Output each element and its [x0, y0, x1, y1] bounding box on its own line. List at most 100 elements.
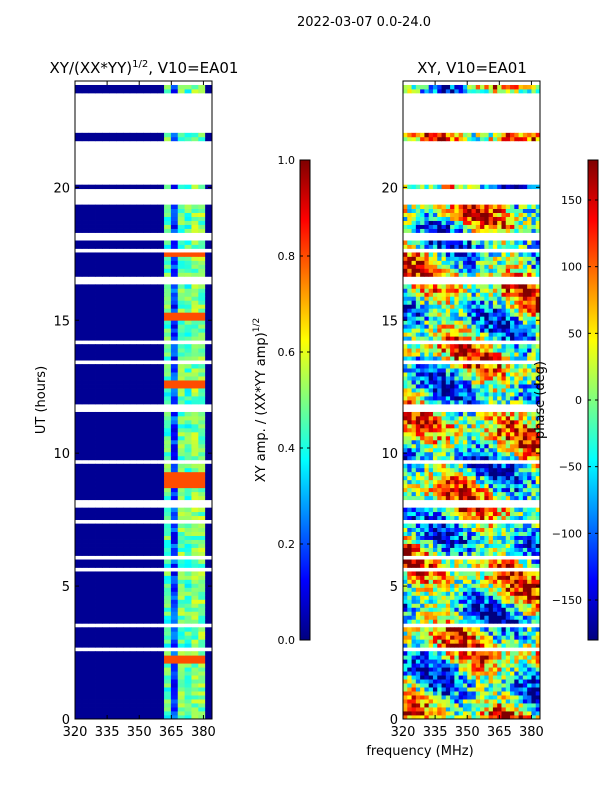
heatmap-cell	[116, 475, 124, 481]
heatmap-cell	[454, 691, 460, 696]
heatmap-cell	[471, 691, 477, 696]
heatmap-cell	[467, 451, 472, 457]
heatmap-cell	[205, 703, 212, 708]
heatmap-cell	[136, 256, 144, 261]
colorbar-tick-label: 0.2	[278, 538, 296, 551]
heatmap-cell	[535, 439, 540, 445]
heatmap-cell	[415, 372, 421, 377]
heatmap-cell	[150, 224, 158, 229]
colorbar-tick-label: 1.0	[278, 154, 296, 167]
heatmap-cell	[150, 551, 158, 556]
heatmap-cell	[143, 639, 151, 644]
heatmap-cell	[81, 595, 90, 600]
heatmap-cell	[95, 707, 103, 712]
heatmap-cell	[95, 84, 103, 90]
heatmap-cell	[475, 651, 481, 656]
heatmap-cell	[484, 611, 490, 616]
heatmap-cell	[492, 439, 498, 445]
heatmap-cell	[424, 451, 430, 457]
heatmap-cell	[136, 627, 144, 632]
heatmap-cell	[454, 699, 460, 704]
heatmap-cell	[191, 559, 199, 564]
heatmap-cell	[497, 695, 502, 700]
heatmap-cell	[480, 483, 485, 489]
heatmap-cell	[420, 384, 425, 389]
heatmap-cell	[415, 515, 421, 521]
heatmap-cell	[458, 611, 464, 616]
heatmap-cell	[143, 368, 151, 373]
heatmap-cell	[129, 707, 138, 712]
heatmap-cell	[150, 475, 158, 481]
heatmap-cell	[170, 427, 179, 433]
heatmap-cell	[475, 619, 481, 624]
heatmap-cell	[170, 635, 179, 640]
heatmap-cell	[116, 603, 124, 608]
heatmap-cell	[411, 579, 417, 584]
heatmap-cell	[116, 296, 124, 301]
heatmap-cell	[488, 603, 494, 608]
heatmap-cell	[170, 316, 179, 321]
heatmap-cell	[510, 603, 515, 608]
heatmap-cell	[497, 639, 502, 644]
heatmap-cell	[488, 376, 494, 381]
heatmap-cell	[157, 703, 165, 708]
heatmap-cell	[205, 423, 212, 429]
heatmap-cell	[458, 380, 464, 385]
heatmap-cell	[75, 312, 83, 317]
heatmap-cell	[424, 683, 430, 688]
heatmap-cell	[170, 84, 179, 90]
heatmap-cell	[102, 651, 110, 656]
heatmap-cell	[454, 455, 460, 461]
heatmap-cell	[177, 707, 185, 712]
heatmap-cell	[497, 651, 502, 656]
heatmap-cell	[437, 388, 442, 393]
heatmap-cell	[164, 304, 172, 309]
heatmap-cell	[450, 475, 455, 481]
heatmap-cell	[403, 431, 408, 437]
heatmap-cell	[170, 475, 179, 481]
heatmap-cell	[129, 551, 138, 556]
heatmap-cell	[445, 631, 451, 636]
heatmap-cell	[198, 515, 206, 521]
heatmap-cell	[480, 591, 485, 596]
heatmap-cell	[475, 479, 481, 485]
heatmap-cell	[531, 419, 537, 425]
heatmap-cell	[143, 208, 151, 213]
heatmap-cell	[88, 312, 96, 317]
heatmap-cell	[527, 491, 532, 497]
heatmap-cell	[522, 507, 528, 513]
heatmap-cell	[437, 384, 442, 389]
heatmap-cell	[522, 687, 528, 692]
heatmap-cell	[184, 579, 192, 584]
heatmap-cell	[88, 447, 96, 453]
heatmap-cell	[150, 587, 158, 592]
heatmap-cell	[170, 679, 179, 684]
heatmap-cell	[88, 304, 96, 309]
heatmap-cell	[492, 431, 498, 437]
heatmap-cell	[129, 679, 138, 684]
heatmap-cell	[432, 515, 438, 521]
heatmap-cell	[184, 316, 192, 321]
heatmap-cell	[164, 491, 172, 497]
heatmap-cell	[480, 364, 485, 369]
heatmap-cell	[407, 467, 412, 473]
heatmap-cell	[150, 260, 158, 265]
heatmap-cell	[136, 332, 144, 337]
heatmap-cell	[170, 663, 179, 668]
heatmap-cell	[95, 324, 103, 329]
heatmap-cell	[88, 523, 96, 528]
heatmap-cell	[143, 336, 151, 341]
heatmap-cell	[488, 659, 494, 664]
heatmap-cell	[454, 392, 460, 397]
heatmap-cell	[510, 463, 515, 469]
heatmap-cell	[432, 539, 438, 544]
heatmap-cell	[102, 348, 110, 353]
heatmap-cell	[150, 495, 158, 501]
heatmap-cell	[109, 707, 117, 712]
heatmap-cell	[527, 531, 532, 536]
heatmap-cell	[150, 543, 158, 548]
heatmap-cell	[143, 300, 151, 305]
heatmap-cell	[492, 551, 498, 556]
heatmap-cell	[458, 435, 464, 441]
heatmap-cell	[454, 603, 460, 608]
